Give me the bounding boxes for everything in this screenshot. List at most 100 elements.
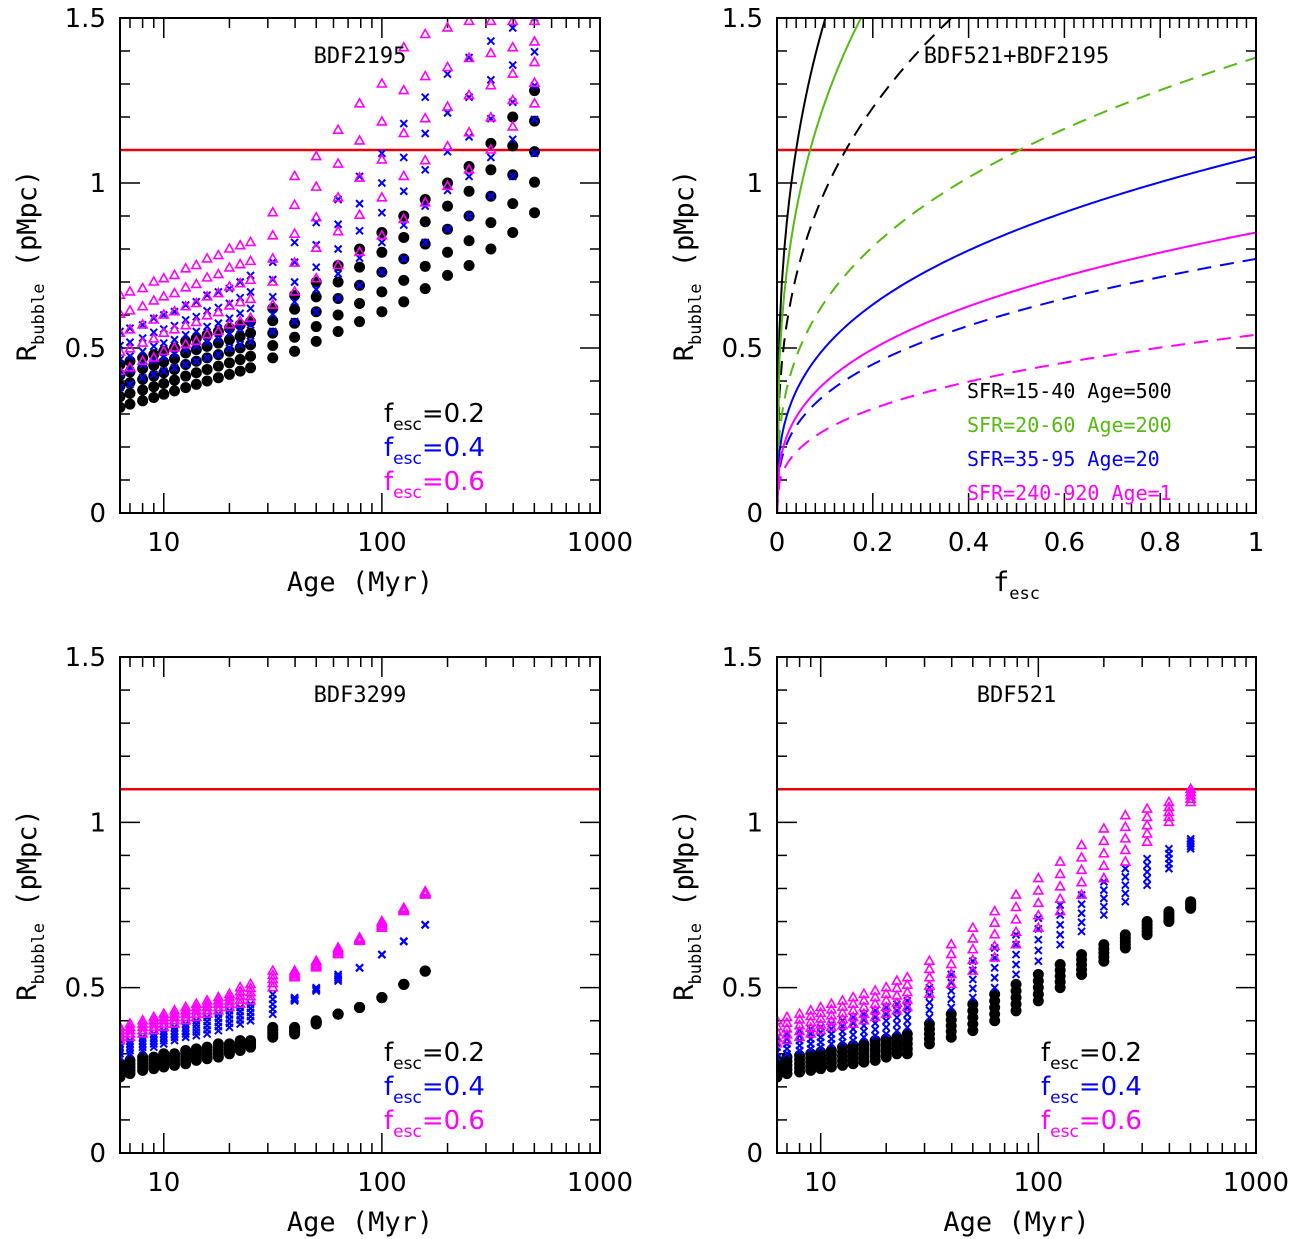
data-point-triangle xyxy=(201,994,213,1005)
data-point-cross xyxy=(968,975,978,984)
x-tick-label: 10 xyxy=(147,1168,180,1198)
legend-entry: fesc=0.4 xyxy=(384,1072,485,1108)
data-point-triangle xyxy=(120,307,126,318)
legend-entry-value: =0.4 xyxy=(1079,1072,1142,1102)
data-point-triangle xyxy=(814,1018,827,1029)
data-point-cross xyxy=(377,208,387,217)
data-point-triangle xyxy=(332,157,344,168)
data-point-cross xyxy=(903,1023,912,1032)
data-point-circle xyxy=(529,176,541,188)
data-point-cross xyxy=(1142,867,1152,877)
y-axis-title-sub: bubble xyxy=(686,923,706,984)
data-point-triangle xyxy=(190,334,203,346)
data-point-cross xyxy=(125,380,135,389)
panel-title: BDF3299 xyxy=(314,683,407,708)
data-point-triangle xyxy=(124,323,136,334)
data-point-triangle xyxy=(506,41,519,52)
y-tick-label: 1 xyxy=(89,169,106,199)
data-point-triangle xyxy=(528,18,541,26)
data-point-cross xyxy=(990,973,999,982)
y-axis-title-main: R xyxy=(12,344,43,361)
data-point-cross xyxy=(149,370,158,379)
y-tick-label: 0.5 xyxy=(65,974,106,1004)
legend-entry-sub: esc xyxy=(1050,1088,1079,1108)
data-point-triangle xyxy=(168,268,181,280)
data-point-circle xyxy=(1010,978,1022,990)
data-point-triangle xyxy=(223,299,236,310)
data-point-triangle xyxy=(901,1000,914,1012)
data-point-triangle xyxy=(1097,859,1110,870)
data-point-circle xyxy=(289,331,301,343)
data-point-triangle xyxy=(136,336,149,347)
data-point-circle xyxy=(234,365,246,377)
data-point-cross xyxy=(947,1003,956,1012)
data-point-cross xyxy=(377,238,387,247)
data-point-triangle xyxy=(234,277,247,288)
data-point-cross xyxy=(312,983,321,992)
data-point-triangle xyxy=(310,149,323,161)
x-axis-title: Age (Myr) xyxy=(943,1207,1089,1238)
series-line xyxy=(777,56,1256,513)
data-point-circle xyxy=(120,391,126,403)
data-point-triangle xyxy=(814,1000,827,1012)
data-point-circle xyxy=(1185,896,1197,908)
data-point-circle xyxy=(1098,939,1110,951)
data-point-circle xyxy=(781,1051,793,1063)
data-point-triangle xyxy=(814,1012,827,1023)
panel-4: 10 100 1000 0 0.5 1 1.5 BDF521 Age (Myr) Rbubble … xyxy=(669,643,1289,1238)
data-point-triangle xyxy=(1119,855,1132,866)
data-point-triangle xyxy=(891,1004,903,1015)
data-point-triangle xyxy=(528,76,541,87)
data-point-triangle xyxy=(825,1003,838,1014)
data-point-circle xyxy=(507,198,519,210)
data-point-cross xyxy=(333,244,343,254)
data-point-triangle xyxy=(988,916,1001,927)
data-point-triangle xyxy=(1054,892,1067,904)
data-point-triangle xyxy=(891,974,903,985)
data-point-triangle xyxy=(858,987,870,999)
data-point-circle xyxy=(398,978,410,990)
data-point-triangle xyxy=(234,981,247,992)
series-line xyxy=(777,18,954,513)
data-point-circle xyxy=(419,283,431,295)
data-point-circle xyxy=(332,309,344,321)
data-point-triangle xyxy=(288,964,301,975)
plot-frame xyxy=(776,656,1257,1154)
data-point-triangle xyxy=(804,1009,817,1021)
data-point-triangle xyxy=(397,126,410,138)
x-tick-label: 0.4 xyxy=(948,528,989,558)
data-point-circle xyxy=(507,227,519,238)
data-point-triangle xyxy=(266,298,279,309)
data-point-triangle xyxy=(777,1025,783,1037)
data-point-cross xyxy=(1099,885,1109,895)
data-point-circle xyxy=(376,246,388,258)
panel-3: 10 100 1000 0 0.5 1 1.5 BDF3299 Age (Myr) Rbubble… xyxy=(12,643,633,1238)
legend-entry: SFR=15-40 Age=500 xyxy=(967,379,1172,403)
x-axis-title: fesc xyxy=(993,567,1040,604)
data-point-triangle xyxy=(353,208,366,219)
legend-entry-sub: esc xyxy=(1050,1122,1079,1142)
data-point-triangle xyxy=(847,990,860,1002)
legend-entry-main: f xyxy=(384,1106,394,1136)
data-point-triangle xyxy=(901,985,914,997)
data-point-triangle xyxy=(804,1015,817,1027)
y-axis-title-unit: (pMpc) xyxy=(669,809,700,923)
data-point-cross xyxy=(421,238,430,247)
data-point-triangle xyxy=(168,286,181,298)
y-axis-title-unit: (pMpc) xyxy=(12,170,43,284)
data-point-triangle xyxy=(1097,871,1110,883)
data-point-cross xyxy=(312,285,321,294)
x-tick-label: 0.6 xyxy=(1044,528,1085,558)
data-point-circle xyxy=(158,377,170,389)
data-point-circle xyxy=(354,1002,366,1014)
data-point-cross xyxy=(202,338,212,347)
data-point-triangle xyxy=(353,245,366,257)
data-point-circle xyxy=(201,1041,213,1053)
data-point-triangle xyxy=(234,258,247,269)
legend-entry-sub: esc xyxy=(393,1122,422,1142)
data-point-triangle xyxy=(266,229,279,240)
data-point-triangle xyxy=(1032,896,1045,908)
legend-entry: fesc=0.2 xyxy=(384,1038,485,1074)
data-point-triangle xyxy=(988,939,1001,951)
legend-entry: fesc=0.6 xyxy=(384,1106,485,1142)
